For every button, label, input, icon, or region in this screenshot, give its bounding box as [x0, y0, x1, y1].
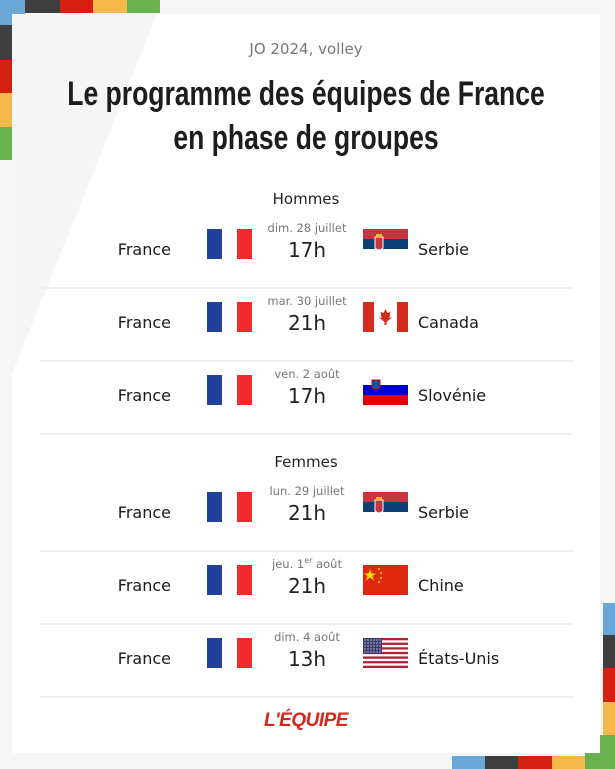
schedule-card: JO 2024, volley Le programme des équipes…: [12, 14, 600, 753]
match-date: lun. 29 juillet: [240, 484, 374, 498]
section-label-hommes: Hommes: [272, 190, 340, 208]
away-team: Chine: [418, 576, 464, 595]
date-sup: er: [304, 556, 313, 566]
page-title: Le programme des équipes de France en pha…: [67, 72, 545, 160]
match-time: 21h: [287, 501, 327, 525]
date-text: mar. 30 juillet: [267, 294, 347, 308]
canada-flag-icon: [363, 302, 408, 332]
date-text: lun. 29 juillet: [269, 484, 345, 498]
france-flag-icon: [207, 229, 252, 259]
background-diagonal: [12, 14, 157, 374]
france-flag-icon: [207, 302, 252, 332]
match-row: France jeu. 1er août 21h Chine: [40, 552, 573, 625]
france-flag-icon: [207, 375, 252, 405]
home-team: France: [117, 313, 171, 332]
match-time: 21h: [287, 311, 327, 335]
usa-flag-icon: [363, 638, 408, 668]
match-time: 21h: [287, 574, 327, 598]
subtitle: JO 2024, volley: [249, 40, 363, 58]
match-date: dim. 4 août: [240, 630, 374, 644]
home-team: France: [117, 649, 171, 668]
home-team: France: [117, 576, 171, 595]
date-suffix: août: [312, 557, 342, 571]
row-divider: [40, 550, 573, 552]
away-team: Serbie: [418, 503, 470, 522]
match-row: France lun. 29 juillet 21h Serbie: [40, 479, 573, 552]
france-flag-icon: [207, 492, 252, 522]
date-text: ven. 2 août: [274, 367, 340, 381]
away-team: Serbie: [418, 240, 470, 259]
match-date: dim. 28 juillet: [240, 221, 374, 235]
home-team: France: [117, 503, 171, 522]
date-text: dim. 28 juillet: [267, 221, 347, 235]
away-team: Slovénie: [418, 386, 487, 405]
match-time: 17h: [287, 238, 327, 262]
row-divider: [40, 287, 573, 289]
home-team: France: [117, 240, 171, 259]
france-flag-icon: [207, 638, 252, 668]
slovenia-flag-icon: [363, 375, 408, 405]
match-row: France ven. 2 août 17h Slovénie: [40, 362, 573, 435]
serbia-flag-icon: [363, 492, 408, 522]
match-row: France dim. 4 août 13h États-Unis: [40, 625, 573, 698]
away-team: Canada: [418, 313, 479, 332]
row-divider: [40, 433, 573, 435]
china-flag-icon: [363, 565, 408, 595]
france-flag-icon: [207, 565, 252, 595]
title-line-2: en phase de groupes: [173, 119, 439, 157]
date-text: jeu. 1: [272, 557, 305, 571]
row-divider: [40, 623, 573, 625]
serbia-flag-icon: [363, 229, 408, 259]
lequipe-logo: L'ÉQUIPE: [264, 710, 348, 731]
match-row: France mar. 30 juillet 21h Canada: [40, 289, 573, 362]
home-team: France: [117, 386, 171, 405]
match-row: France dim. 28 juillet 17h Serbie: [40, 216, 573, 289]
match-date: mar. 30 juillet: [240, 294, 374, 308]
section-label-femmes: Femmes: [274, 453, 338, 471]
row-divider: [40, 360, 573, 362]
match-time: 13h: [287, 647, 327, 671]
match-time: 17h: [287, 384, 327, 408]
title-line-1: Le programme des équipes de France: [67, 75, 545, 113]
match-date: jeu. 1er août: [240, 557, 374, 571]
match-date: ven. 2 août: [240, 367, 374, 381]
date-text: dim. 4 août: [274, 630, 340, 644]
row-divider: [40, 696, 573, 698]
away-team: États-Unis: [418, 649, 500, 668]
